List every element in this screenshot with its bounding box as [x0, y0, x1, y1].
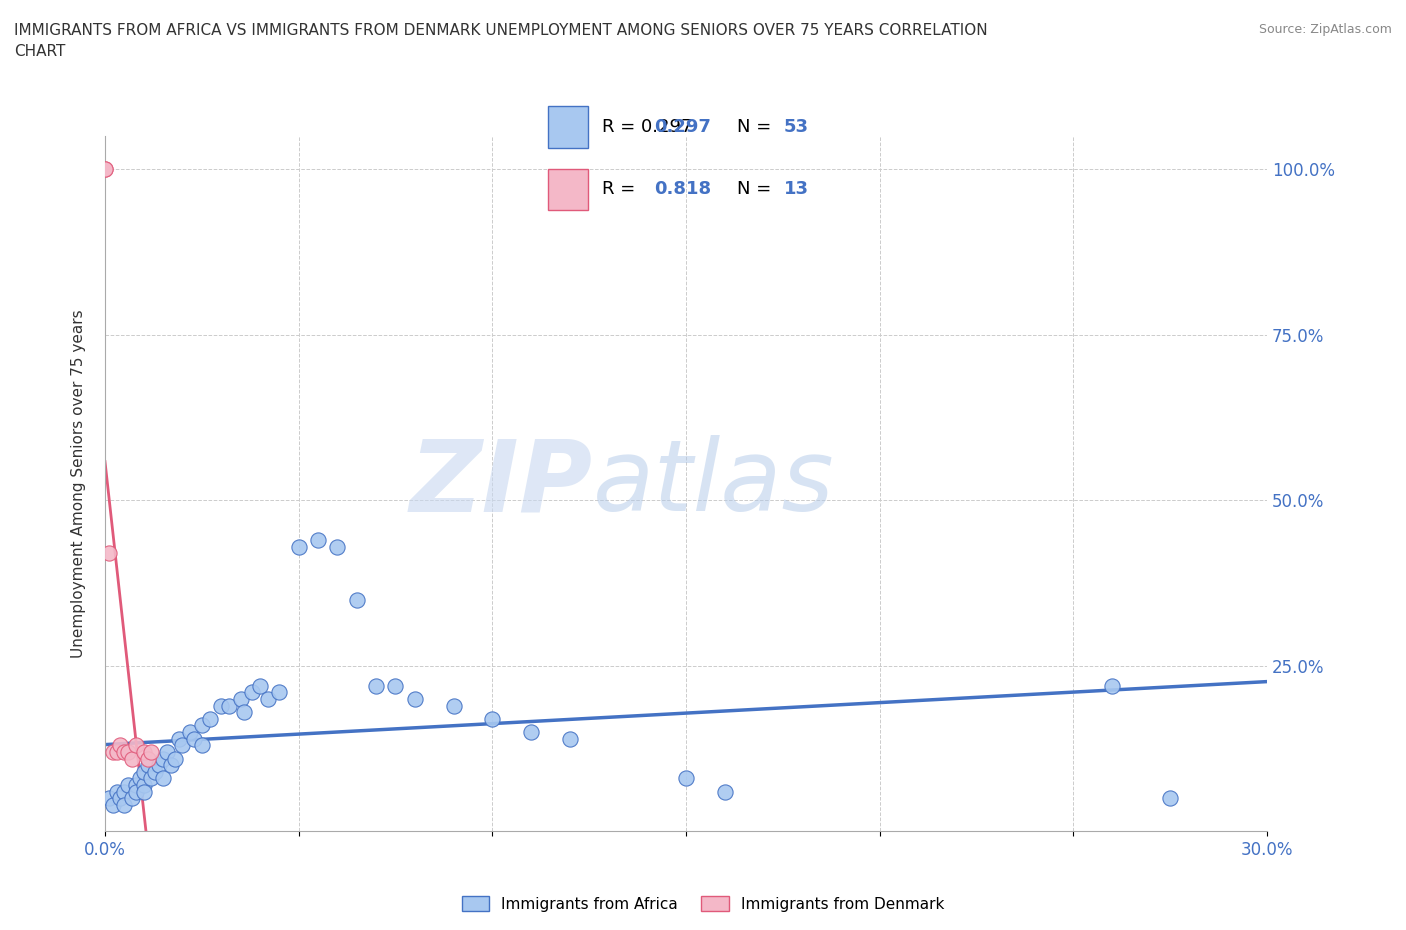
- Point: [143, 764, 166, 779]
- Point: [101, 745, 124, 760]
- Point: [128, 771, 150, 786]
- Point: [218, 698, 240, 713]
- Point: [105, 784, 128, 799]
- Point: [404, 692, 426, 707]
- Point: [125, 777, 148, 792]
- Point: [249, 678, 271, 693]
- Point: [675, 771, 697, 786]
- Point: [121, 790, 143, 805]
- Text: N =: N =: [737, 118, 776, 136]
- Point: [101, 798, 124, 813]
- Text: atlas: atlas: [593, 435, 835, 532]
- Y-axis label: Unemployment Among Seniors over 75 years: Unemployment Among Seniors over 75 years: [72, 310, 86, 658]
- Point: [481, 711, 503, 726]
- Point: [152, 751, 174, 766]
- Point: [558, 731, 581, 746]
- Point: [179, 724, 201, 739]
- Point: [191, 718, 214, 733]
- Point: [112, 798, 135, 813]
- Point: [269, 684, 291, 699]
- Point: [167, 731, 190, 746]
- Point: [132, 777, 155, 792]
- Point: [132, 764, 155, 779]
- Point: [443, 698, 465, 713]
- Point: [183, 731, 205, 746]
- Point: [191, 737, 214, 752]
- Point: [97, 546, 120, 561]
- Point: [520, 724, 543, 739]
- Point: [156, 745, 179, 760]
- Point: [229, 692, 252, 707]
- Point: [160, 758, 183, 773]
- Text: Source: ZipAtlas.com: Source: ZipAtlas.com: [1258, 23, 1392, 36]
- Point: [121, 751, 143, 766]
- Point: [163, 751, 186, 766]
- Point: [172, 737, 194, 752]
- Point: [240, 684, 263, 699]
- Point: [112, 745, 135, 760]
- Point: [110, 737, 132, 752]
- Text: N =: N =: [737, 180, 776, 198]
- Point: [364, 678, 387, 693]
- Point: [136, 751, 159, 766]
- Text: R =: R =: [602, 180, 641, 198]
- Point: [326, 539, 349, 554]
- Point: [94, 162, 117, 177]
- Point: [233, 705, 256, 720]
- Point: [117, 777, 139, 792]
- Point: [112, 784, 135, 799]
- FancyBboxPatch shape: [548, 106, 588, 148]
- Point: [97, 790, 120, 805]
- Point: [132, 784, 155, 799]
- Text: 0.297: 0.297: [654, 118, 711, 136]
- Text: 53: 53: [785, 118, 808, 136]
- Point: [94, 162, 117, 177]
- Point: [117, 745, 139, 760]
- Text: ZIP: ZIP: [411, 435, 593, 532]
- Point: [141, 745, 163, 760]
- Point: [141, 771, 163, 786]
- Point: [256, 692, 278, 707]
- Point: [287, 539, 309, 554]
- Legend: Immigrants from Africa, Immigrants from Denmark: Immigrants from Africa, Immigrants from …: [456, 889, 950, 918]
- Point: [198, 711, 221, 726]
- Point: [148, 758, 170, 773]
- Point: [1101, 678, 1123, 693]
- Point: [307, 533, 329, 548]
- Point: [1159, 790, 1181, 805]
- Point: [713, 784, 735, 799]
- Point: [136, 758, 159, 773]
- Point: [209, 698, 232, 713]
- Text: IMMIGRANTS FROM AFRICA VS IMMIGRANTS FROM DENMARK UNEMPLOYMENT AMONG SENIORS OVE: IMMIGRANTS FROM AFRICA VS IMMIGRANTS FRO…: [14, 23, 987, 60]
- Point: [152, 771, 174, 786]
- Point: [384, 678, 406, 693]
- Text: 13: 13: [785, 180, 808, 198]
- Point: [132, 745, 155, 760]
- Point: [346, 592, 368, 607]
- Text: 0.818: 0.818: [654, 180, 711, 198]
- Text: R = 0.297: R = 0.297: [602, 118, 692, 136]
- Point: [105, 745, 128, 760]
- Point: [125, 784, 148, 799]
- FancyBboxPatch shape: [548, 168, 588, 210]
- Point: [110, 790, 132, 805]
- Point: [125, 737, 148, 752]
